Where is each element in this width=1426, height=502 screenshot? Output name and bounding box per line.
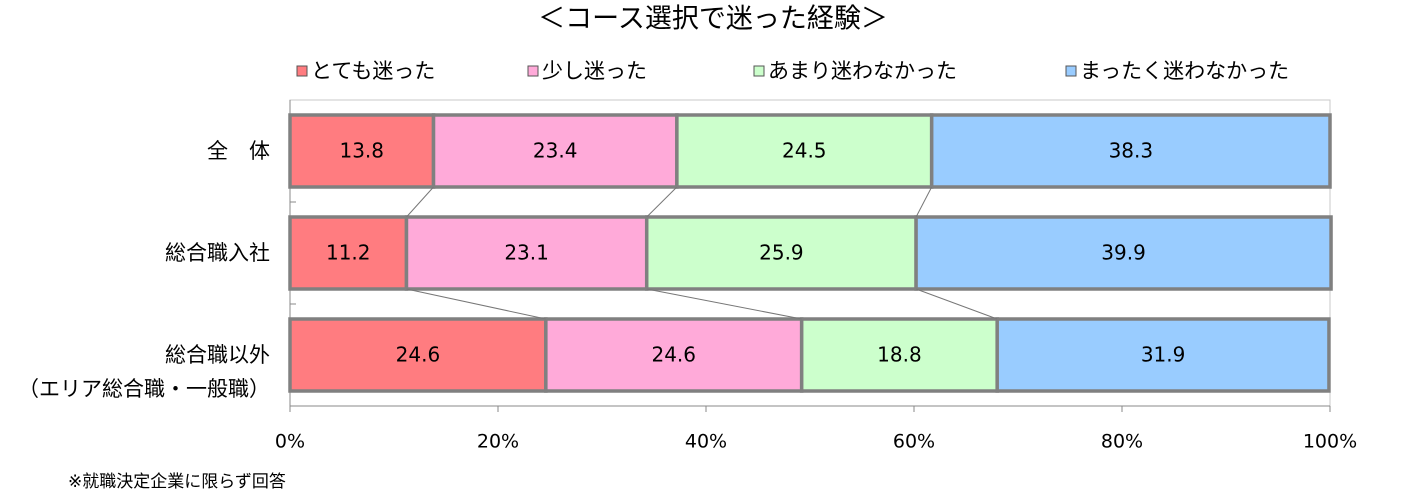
x-tick-label: 80% bbox=[1101, 431, 1143, 453]
legend-label: あまり迷わなかった bbox=[768, 59, 957, 83]
series-line bbox=[406, 288, 546, 320]
legend-label: まったく迷わなかった bbox=[1080, 59, 1289, 83]
data-label: 23.1 bbox=[504, 241, 549, 265]
bar-segment bbox=[288, 317, 548, 393]
footnote: ※就職決定企業に限らず回答 bbox=[68, 472, 286, 492]
data-label: 24.6 bbox=[651, 343, 696, 367]
bar-segment bbox=[914, 215, 1333, 291]
legend-label: とても迷った bbox=[311, 59, 435, 83]
x-tick-label: 40% bbox=[685, 431, 727, 453]
bar-segment bbox=[544, 317, 804, 393]
series-line bbox=[915, 288, 998, 320]
bar-segment bbox=[644, 215, 918, 291]
data-label: 23.4 bbox=[533, 139, 578, 163]
data-label: 25.9 bbox=[759, 241, 804, 265]
x-tick-label: 0% bbox=[275, 431, 305, 453]
data-label: 31.9 bbox=[1141, 343, 1186, 367]
data-label: 13.8 bbox=[339, 139, 384, 163]
legend-swatch bbox=[296, 65, 308, 77]
legend-swatch bbox=[527, 65, 539, 77]
bar-segment bbox=[675, 113, 934, 189]
bar-segment bbox=[288, 215, 409, 291]
legend-swatch bbox=[1065, 65, 1077, 77]
series-line bbox=[646, 288, 802, 320]
bar-segment bbox=[929, 113, 1332, 189]
series-line bbox=[406, 186, 434, 218]
bar-segment bbox=[288, 113, 436, 189]
data-label: 18.8 bbox=[877, 343, 922, 367]
category-label: 総合職以外 （エリア総合職・一般職） bbox=[18, 343, 270, 401]
category-label: 総合職入社 bbox=[165, 241, 270, 265]
data-label: 11.2 bbox=[326, 241, 371, 265]
x-tick-label: 20% bbox=[477, 431, 519, 453]
chart-title: ＜コース選択で迷った経験＞ bbox=[538, 4, 888, 35]
x-tick-label: 60% bbox=[893, 431, 935, 453]
data-label: 24.5 bbox=[782, 139, 827, 163]
series-line bbox=[915, 186, 933, 218]
data-label: 38.3 bbox=[1109, 139, 1154, 163]
legend-label: 少し迷った bbox=[542, 59, 647, 83]
bar-segment bbox=[995, 317, 1331, 393]
category-label: 全 体 bbox=[207, 139, 270, 163]
bar-segment bbox=[799, 317, 999, 393]
bar-segment bbox=[404, 215, 649, 291]
legend-swatch bbox=[753, 65, 765, 77]
series-line bbox=[646, 186, 678, 218]
x-tick-label: 100% bbox=[1303, 431, 1357, 453]
data-label: 39.9 bbox=[1101, 241, 1146, 265]
data-label: 24.6 bbox=[396, 343, 441, 367]
bar-segment bbox=[431, 113, 679, 189]
